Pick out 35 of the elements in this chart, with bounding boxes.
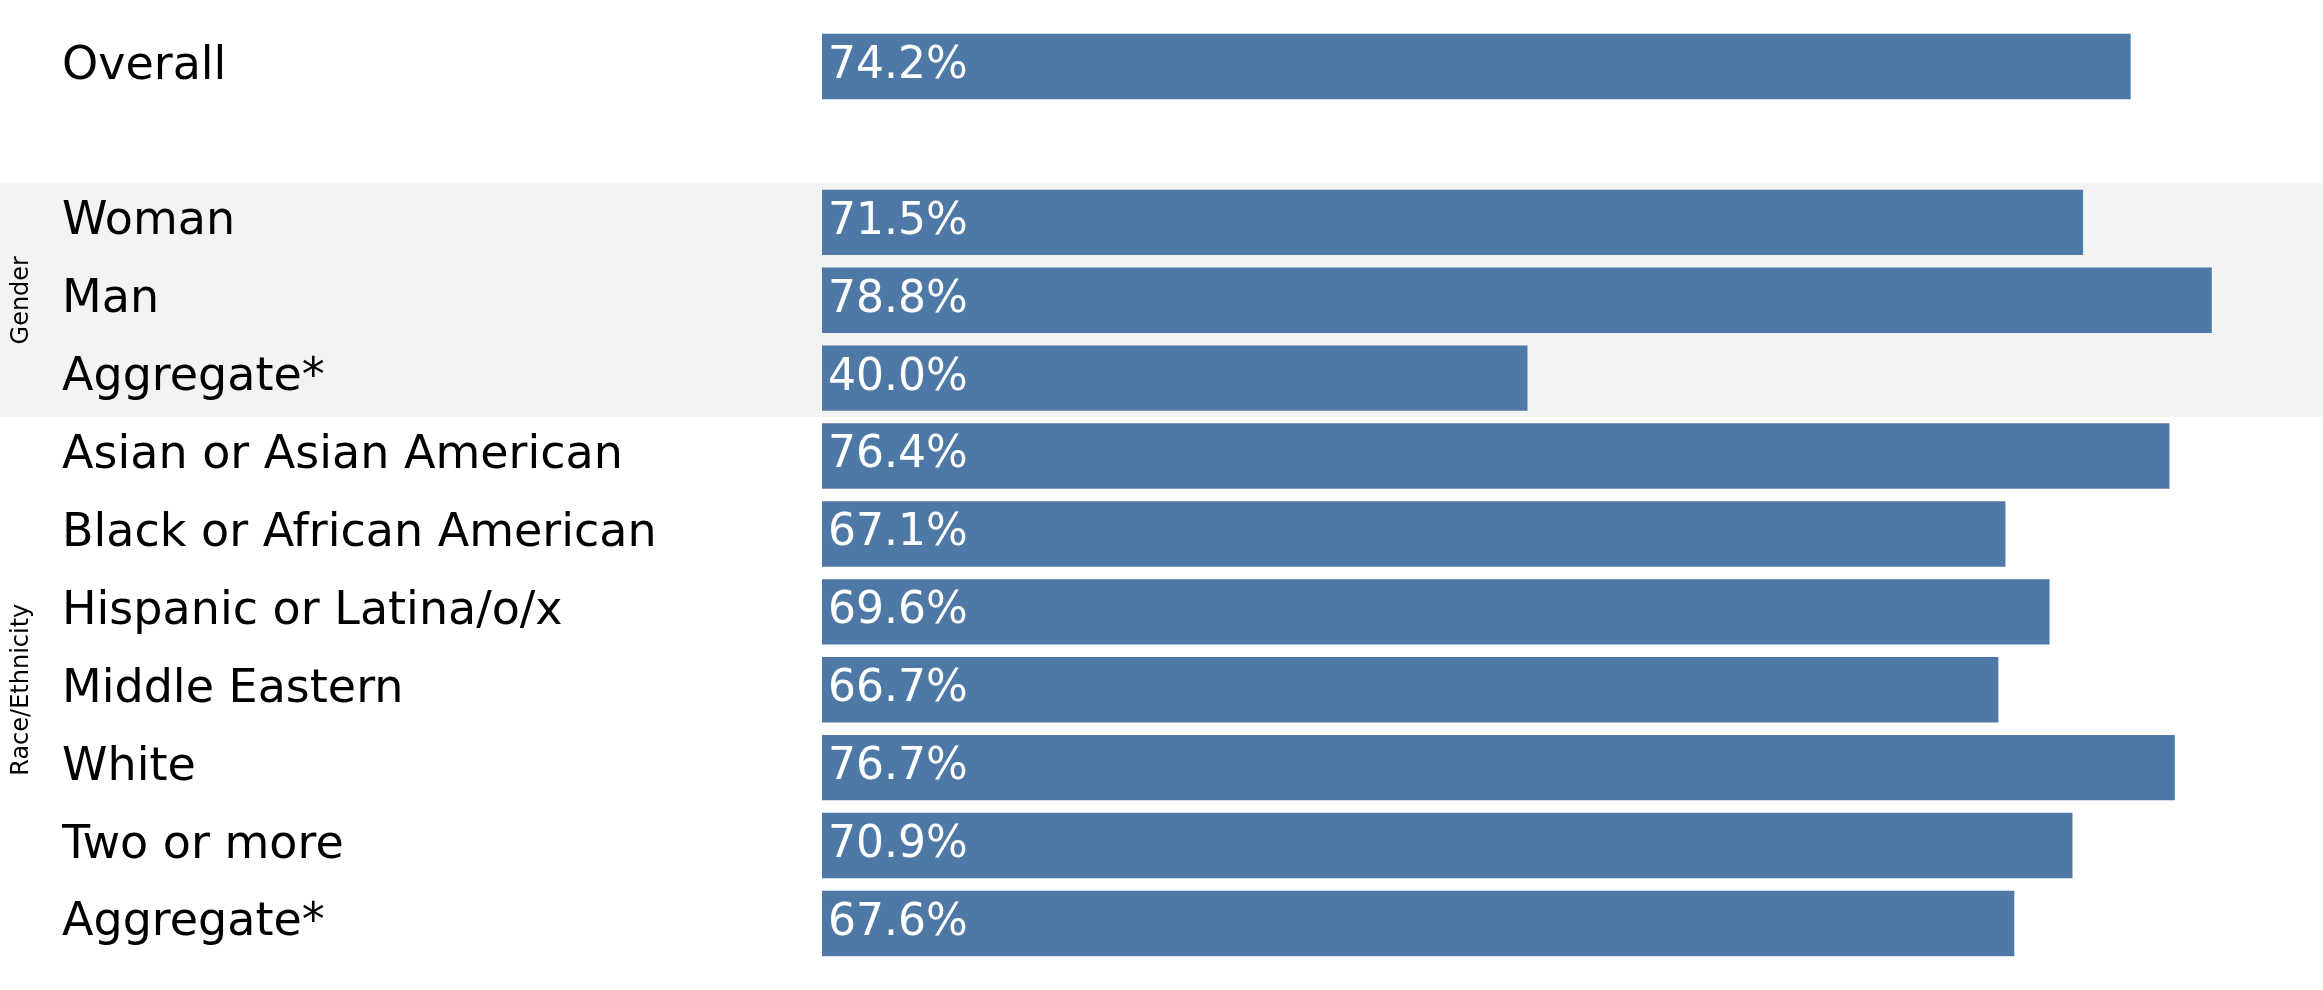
data-label: 67.6% bbox=[828, 893, 968, 945]
bar bbox=[822, 579, 2050, 645]
bar bbox=[822, 734, 2175, 801]
bar bbox=[822, 501, 2006, 567]
data-label: 40.0% bbox=[828, 348, 968, 400]
y-tick-label: Black or African American bbox=[62, 502, 657, 557]
y-tick-label: Asian or Asian American bbox=[62, 425, 623, 479]
y-tick-label: Man bbox=[62, 269, 160, 324]
y-tick-label: Middle Eastern bbox=[62, 658, 404, 713]
bar bbox=[822, 423, 2170, 489]
data-label: 74.2% bbox=[828, 36, 968, 88]
data-label: 78.8% bbox=[828, 270, 968, 322]
data-label: 71.5% bbox=[828, 192, 968, 244]
bar bbox=[822, 657, 1999, 723]
data-label: 70.9% bbox=[828, 815, 968, 867]
text: Race/Ethnicity bbox=[6, 603, 35, 776]
band-label: Gender bbox=[6, 255, 35, 345]
bar bbox=[822, 267, 2212, 333]
y-tick-label: Aggregate* bbox=[62, 347, 325, 402]
y-tick-label: Hispanic or Latina/o/x bbox=[62, 580, 563, 635]
data-label: 67.1% bbox=[828, 504, 968, 556]
data-label: 66.7% bbox=[828, 660, 968, 712]
y-tick-label: White bbox=[62, 736, 196, 791]
bar bbox=[822, 189, 2084, 256]
y-tick-label: Woman bbox=[62, 191, 236, 246]
bar bbox=[822, 812, 2073, 879]
bar bbox=[822, 345, 1528, 411]
data-label: 69.6% bbox=[828, 582, 968, 634]
bar bbox=[822, 33, 2131, 100]
y-tick-label: Two or more bbox=[61, 814, 344, 869]
data-label: 76.4% bbox=[828, 426, 968, 478]
y-tick-label: Aggregate* bbox=[62, 892, 325, 947]
y-tick-label: Overall bbox=[62, 35, 227, 90]
data-label: 76.7% bbox=[828, 738, 968, 790]
bar bbox=[822, 890, 2015, 957]
